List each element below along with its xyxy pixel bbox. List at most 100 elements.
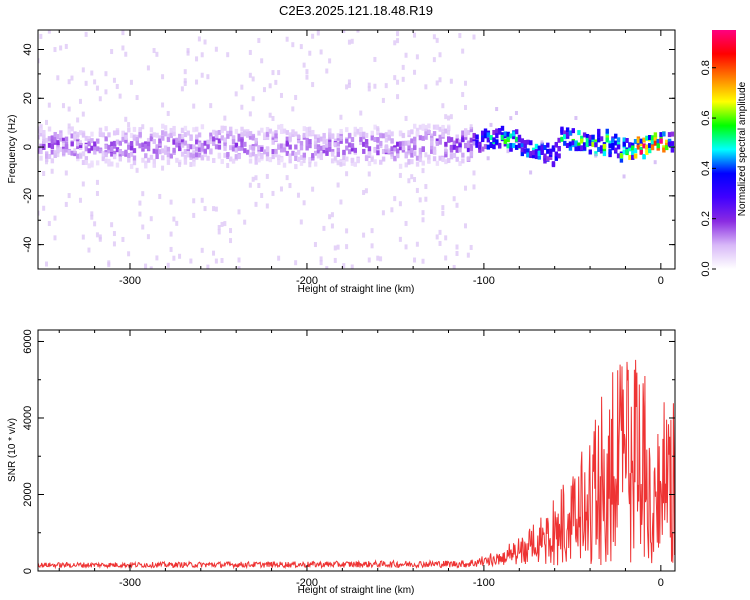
spectrogram-cell bbox=[319, 256, 323, 262]
spectrogram-cell bbox=[396, 153, 400, 159]
spectrogram-cell bbox=[401, 133, 405, 139]
spectrogram-cell bbox=[209, 149, 213, 155]
spectrogram-cell bbox=[161, 148, 165, 154]
spectrogram-cell bbox=[427, 154, 431, 160]
spectrogram-cell bbox=[240, 135, 244, 141]
spectrogram-cell bbox=[424, 184, 428, 190]
spectrogram-cell bbox=[265, 131, 270, 137]
x-tick-label: -300 bbox=[119, 275, 141, 287]
spectrogram-cell bbox=[373, 56, 377, 62]
spectrogram-cell bbox=[475, 139, 479, 145]
spectrogram-cell bbox=[563, 134, 567, 140]
spectrogram-cell bbox=[438, 155, 442, 161]
spectrogram-cell bbox=[529, 140, 533, 146]
spectrogram-cell bbox=[381, 133, 386, 139]
spectrogram-cell bbox=[172, 131, 176, 137]
spectrogram-cell bbox=[597, 132, 601, 138]
spectrogram-cell bbox=[226, 133, 230, 139]
spectrogram-cell bbox=[393, 75, 397, 81]
spectrogram-cell bbox=[124, 134, 128, 140]
spectrogram-cell bbox=[197, 132, 202, 138]
spectrogram-cell bbox=[223, 221, 227, 227]
spectrogram-cell bbox=[449, 147, 454, 153]
spectrogram-cell bbox=[285, 136, 290, 142]
spectrogram-cell bbox=[444, 255, 448, 261]
spectrogram-cell bbox=[189, 161, 193, 167]
spectrogram-cell bbox=[461, 158, 465, 164]
spectrogram-cell bbox=[294, 151, 298, 157]
spectrogram-cell bbox=[291, 150, 295, 156]
spectrogram-cell bbox=[203, 152, 207, 158]
spectrogram-cell bbox=[435, 80, 439, 86]
spectrogram-cell bbox=[47, 154, 52, 160]
spectrogram-cell bbox=[93, 141, 97, 147]
spectrogram-cell bbox=[76, 134, 80, 140]
spectrogram-cell bbox=[212, 136, 216, 142]
spectrogram-cell bbox=[362, 134, 366, 140]
spectrogram-cell bbox=[70, 141, 74, 147]
spectrogram-cell bbox=[390, 138, 394, 144]
spectrogram-cell bbox=[95, 179, 99, 185]
snr-plot-area bbox=[38, 330, 675, 571]
spectrogram-cell bbox=[90, 214, 94, 220]
spectrogram-cell bbox=[653, 132, 658, 138]
spectrogram-cell bbox=[279, 128, 284, 134]
spectrogram-cell bbox=[95, 85, 99, 91]
spectrogram-cell bbox=[47, 142, 52, 148]
spectrogram-cell bbox=[367, 171, 371, 177]
spectrogram-cell bbox=[127, 127, 131, 133]
spectrogram-cell bbox=[571, 128, 575, 134]
spectrogram-cell bbox=[101, 150, 106, 156]
spectrogram-cell bbox=[608, 140, 612, 146]
spectrogram-cell bbox=[656, 143, 660, 149]
spectrogram-cell bbox=[112, 140, 117, 146]
spectrogram-cell bbox=[537, 145, 542, 151]
spectrogram-cell bbox=[265, 134, 270, 140]
spectrogram-cell bbox=[413, 136, 417, 142]
spectrogram-cell bbox=[480, 137, 485, 143]
spectrogram-x-axis: -300 -200 -100 0 bbox=[58, 30, 664, 287]
spectrogram-cell bbox=[379, 256, 383, 262]
spectrogram-cell bbox=[200, 197, 204, 203]
spectrogram-cell bbox=[274, 79, 278, 85]
spectrogram-cell bbox=[421, 210, 425, 216]
spectrogram-cell bbox=[112, 77, 116, 83]
spectrogram-cell bbox=[393, 155, 397, 161]
spectrogram-cell bbox=[61, 140, 65, 146]
spectrogram-cell bbox=[653, 140, 658, 146]
spectrogram-cell bbox=[262, 149, 267, 155]
spectrogram-cell bbox=[59, 146, 63, 152]
spectrogram-cell bbox=[282, 143, 287, 149]
spectrogram-cell bbox=[39, 155, 43, 161]
spectrogram-cell bbox=[466, 252, 470, 258]
spectrogram-cell bbox=[223, 115, 227, 121]
spectrogram-cell bbox=[274, 148, 278, 154]
spectrogram-cell bbox=[520, 138, 525, 144]
spectrogram-cell bbox=[455, 251, 459, 257]
spectrogram-cell bbox=[650, 139, 655, 145]
spectrogram-cell bbox=[342, 30, 346, 34]
spectrogram-cell bbox=[279, 123, 284, 129]
spectrogram-cell bbox=[229, 156, 233, 162]
spectrogram-cell bbox=[472, 184, 476, 190]
spectrogram-cell bbox=[50, 149, 55, 155]
spectrogram-cell bbox=[67, 127, 72, 133]
spectrogram-cell bbox=[546, 156, 550, 162]
spectrogram-cell bbox=[591, 134, 595, 140]
spectrogram-cell bbox=[192, 144, 196, 150]
spectrogram-cell bbox=[180, 139, 185, 145]
spectrogram-cell bbox=[537, 150, 542, 156]
spectrogram-cell bbox=[421, 217, 425, 223]
spectrogram-cell bbox=[356, 30, 360, 33]
spectrogram-cell bbox=[308, 139, 312, 145]
spectrogram-cell bbox=[319, 155, 324, 161]
colorbar-scale bbox=[712, 30, 736, 269]
spectrogram-cell bbox=[625, 148, 629, 154]
y-tick-label: -20 bbox=[22, 188, 34, 204]
spectrogram-cell bbox=[200, 72, 204, 78]
spectrogram-cell bbox=[81, 151, 86, 157]
spectrogram-cell bbox=[186, 50, 190, 56]
spectrogram-cell bbox=[70, 126, 74, 132]
spectrogram-cell bbox=[319, 260, 323, 266]
spectrogram-cell bbox=[336, 244, 340, 250]
